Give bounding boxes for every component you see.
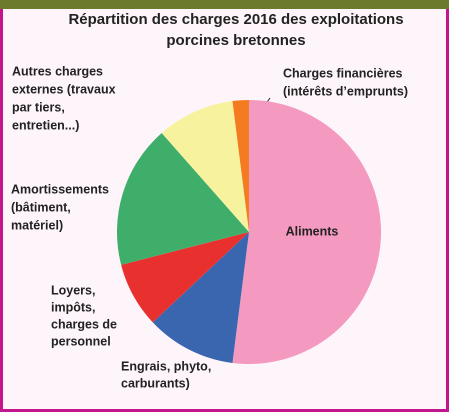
slice-label: impôts, — [51, 300, 95, 314]
pie-slice — [232, 100, 249, 232]
slice-label: carburants) — [121, 376, 190, 390]
pie-slice — [161, 101, 249, 232]
chart-title: porcines bretonnes — [166, 32, 305, 49]
slice-label: (intérêts d’emprunts) — [283, 84, 408, 98]
slice-label: Aliments — [286, 224, 339, 238]
slice-label: par tiers, — [12, 100, 65, 114]
slice-label: Charges financières — [283, 66, 403, 80]
slice-label: matériel) — [11, 218, 63, 232]
chart-title: Répartition des charges 2016 des exploit… — [68, 11, 403, 28]
slice-label: charges de — [51, 317, 117, 331]
slice-label: Autres charges — [12, 64, 103, 78]
slice-label: externes (travaux — [12, 82, 116, 96]
top-bar — [0, 0, 449, 9]
slice-label: Engrais, phyto, — [121, 359, 211, 373]
slice-label: (bâtiment, — [11, 200, 71, 214]
pie-slice — [232, 100, 381, 364]
slice-label: entretien...) — [12, 118, 79, 132]
pie-slice — [152, 232, 249, 363]
slice-label: Loyers, — [51, 283, 95, 297]
slice-label: personnel — [51, 334, 111, 348]
pie-slice — [117, 132, 249, 265]
slice-label: Amortissements — [11, 182, 109, 196]
pie-slice — [121, 232, 249, 323]
